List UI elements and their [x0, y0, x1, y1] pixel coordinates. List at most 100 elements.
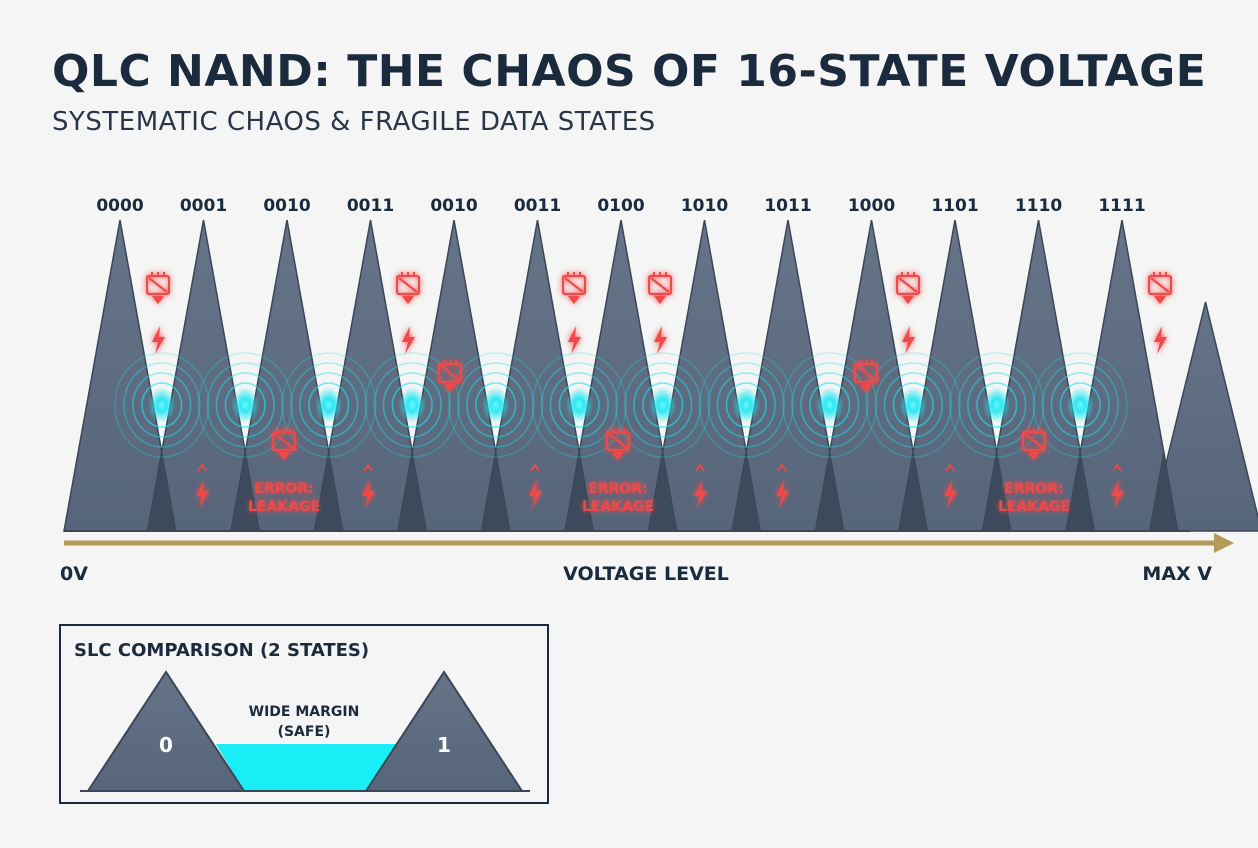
leak-arrow-icon [1112, 463, 1122, 472]
lightning-bolt-icon [529, 480, 542, 508]
voltage-axis: 0V VOLTAGE LEVEL MAX V [60, 533, 1234, 585]
cyan-ripple-icon [281, 352, 377, 458]
state-label: 1000 [848, 196, 895, 216]
leak-arrow-icon [197, 463, 207, 472]
lightning-bolt-icon [1111, 480, 1124, 508]
no-memory-chip-icon [647, 272, 673, 304]
error-label-line2: LEAKAGE [248, 499, 320, 515]
slc-state-0-label: 0 [159, 733, 173, 757]
interference-ripples [114, 352, 1128, 458]
page-title: QLC NAND: THE CHAOS OF 16-STATE VOLTAGE [52, 46, 1206, 97]
error-label-line1: ERROR: [588, 481, 647, 497]
slc-state-0-triangle [86, 670, 246, 792]
no-memory-chip-icon [437, 360, 463, 392]
no-memory-chip-icon [1021, 428, 1047, 460]
overlap-region [480, 451, 511, 532]
lightning-bolt-icon [902, 326, 915, 354]
error-label-line1: ERROR: [254, 481, 313, 497]
no-memory-chip-icon [605, 428, 631, 460]
state-label: 1010 [681, 196, 728, 216]
cyan-ripple-icon [448, 352, 544, 458]
error-label-line2: LEAKAGE [582, 499, 654, 515]
slc-margin-label-line1: WIDE MARGIN [249, 704, 360, 720]
overlap-region [814, 451, 845, 532]
leak-arrow-icon [530, 463, 540, 472]
cyan-ripple-icon [615, 352, 711, 458]
cyan-ripple-icon [114, 352, 210, 458]
leak-arrow-icon [777, 463, 787, 472]
leak-arrow-icon [363, 463, 373, 472]
leak-arrow-icon [945, 463, 955, 472]
leakage-error-label: ERROR: LEAKAGE [582, 481, 654, 515]
state-labels: 0000 0001 0010 0011 0010 0011 0100 1010 1011 1000… [96, 196, 1145, 216]
slc-comparison-panel: SLC COMPARISON (2 STATES) 0 1 WIDE MARGI… [59, 624, 549, 804]
cyan-ripple-icon [364, 352, 460, 458]
state-label: 0011 [347, 196, 394, 216]
slc-state-1-triangle [364, 670, 524, 792]
lightning-bolt-icon [1154, 326, 1167, 354]
state-label: 0001 [180, 196, 227, 216]
cyan-ripple-icon [531, 352, 627, 458]
axis-max-label: MAX V [1142, 563, 1212, 585]
slc-margin-label-line2: (SAFE) [278, 724, 331, 740]
lightning-bolt-icon [694, 480, 707, 508]
cyan-ripple-icon [698, 352, 794, 458]
no-memory-chip-icon [145, 272, 171, 304]
overlap-region [1148, 451, 1179, 532]
overlap-region [647, 451, 678, 532]
lightning-bolt-icon [152, 326, 165, 354]
overlap-region [898, 451, 929, 532]
no-memory-chip-icon [561, 272, 587, 304]
state-label: 0010 [430, 196, 477, 216]
state-label: 0010 [263, 196, 310, 216]
overlap-region [1065, 451, 1096, 532]
overlap-region [397, 451, 428, 532]
overlap-region [981, 451, 1012, 532]
leakage-error-label: ERROR: LEAKAGE [248, 481, 320, 515]
overlap-region [230, 451, 261, 532]
axis-min-label: 0V [60, 563, 88, 585]
state-label: 1111 [1098, 196, 1145, 216]
cyan-ripple-icon [865, 352, 961, 458]
axis-center-label: VOLTAGE LEVEL [563, 563, 729, 585]
state-distribution-triangle [1148, 301, 1258, 532]
voltage-state-distributions [63, 219, 1258, 532]
leak-arrow-icon [695, 463, 705, 472]
overlap-region [313, 451, 344, 532]
error-label-line2: LEAKAGE [998, 499, 1070, 515]
state-label: 1110 [1015, 196, 1062, 216]
state-label: 0000 [96, 196, 143, 216]
no-memory-chip-icon [895, 272, 921, 304]
state-label: 0100 [597, 196, 644, 216]
lightning-bolt-icon [654, 326, 667, 354]
state-label: 1011 [764, 196, 811, 216]
cyan-ripple-icon [782, 352, 878, 458]
no-memory-chip-icon [853, 360, 879, 392]
lightning-bolt-icon [776, 480, 789, 508]
overlap-region [731, 451, 762, 532]
cyan-ripple-icon [197, 352, 293, 458]
lightning-bolt-icon [196, 480, 209, 508]
leakage-error-label: ERROR: LEAKAGE [998, 481, 1070, 515]
error-indicators: ERROR: LEAKAGE ERROR: LEAKAGE ERROR: LEAKAGE [145, 272, 1173, 515]
overlap-region [564, 451, 595, 532]
cyan-ripple-icon [1032, 352, 1128, 458]
cyan-ripple-icon [949, 352, 1045, 458]
no-memory-chip-icon [1147, 272, 1173, 304]
lightning-bolt-icon [362, 480, 375, 508]
error-label-line1: ERROR: [1004, 481, 1063, 497]
overlap-regions [146, 451, 1179, 532]
lightning-bolt-icon [402, 326, 415, 354]
overlap-region [146, 451, 177, 532]
lightning-bolt-icon [944, 480, 957, 508]
state-label: 1101 [931, 196, 978, 216]
lightning-bolt-icon [568, 326, 581, 354]
page-subtitle: SYSTEMATIC CHAOS & FRAGILE DATA STATES [52, 107, 656, 137]
state-label: 0011 [514, 196, 561, 216]
slc-state-1-label: 1 [437, 733, 451, 757]
no-memory-chip-icon [271, 428, 297, 460]
axis-arrow-icon [1214, 533, 1234, 553]
slc-title: SLC COMPARISON (2 STATES) [74, 640, 369, 661]
slc-margin-fill [216, 744, 396, 791]
no-memory-chip-icon [395, 272, 421, 304]
